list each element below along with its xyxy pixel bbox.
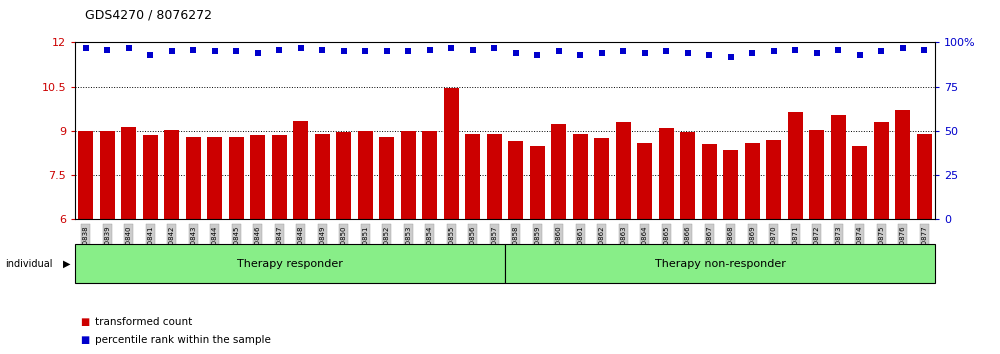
Point bbox=[508, 50, 524, 56]
Bar bbox=[250, 136, 265, 219]
Bar bbox=[164, 130, 179, 219]
Point bbox=[787, 47, 803, 52]
Point bbox=[895, 45, 911, 51]
Bar bbox=[551, 124, 566, 219]
Bar bbox=[358, 131, 373, 219]
Bar bbox=[895, 110, 910, 219]
Point bbox=[615, 48, 631, 54]
Bar bbox=[293, 121, 308, 219]
Point bbox=[809, 50, 825, 56]
Bar bbox=[831, 115, 846, 219]
Bar bbox=[594, 138, 609, 219]
Text: ▶: ▶ bbox=[62, 259, 70, 269]
Point bbox=[228, 48, 244, 54]
Point bbox=[701, 52, 717, 58]
Bar bbox=[702, 144, 717, 219]
Point bbox=[465, 47, 481, 52]
Bar bbox=[121, 127, 136, 219]
Point bbox=[486, 45, 502, 51]
Bar bbox=[100, 131, 115, 219]
Text: ■: ■ bbox=[80, 317, 89, 327]
Text: percentile rank within the sample: percentile rank within the sample bbox=[95, 335, 271, 345]
Point bbox=[207, 48, 223, 54]
Bar bbox=[422, 131, 437, 219]
Point bbox=[293, 45, 309, 51]
Text: individual: individual bbox=[5, 259, 52, 269]
Bar bbox=[766, 140, 781, 219]
Point bbox=[680, 50, 696, 56]
Bar bbox=[508, 141, 523, 219]
Bar bbox=[143, 136, 158, 219]
Point bbox=[271, 47, 287, 52]
Text: ■: ■ bbox=[80, 335, 89, 345]
Bar bbox=[745, 143, 760, 219]
Bar bbox=[616, 122, 631, 219]
Bar bbox=[379, 137, 394, 219]
Bar bbox=[444, 88, 459, 219]
Bar bbox=[917, 134, 932, 219]
Bar bbox=[874, 122, 889, 219]
FancyBboxPatch shape bbox=[505, 244, 935, 283]
Point bbox=[185, 47, 201, 52]
Point bbox=[379, 48, 395, 54]
Point bbox=[357, 48, 373, 54]
Bar bbox=[573, 134, 588, 219]
Point bbox=[594, 50, 610, 56]
Point bbox=[336, 48, 352, 54]
Bar bbox=[229, 137, 244, 219]
Point bbox=[314, 47, 330, 52]
Text: GDS4270 / 8076272: GDS4270 / 8076272 bbox=[85, 8, 212, 21]
Point bbox=[99, 47, 115, 52]
Point bbox=[637, 50, 653, 56]
Point bbox=[766, 48, 782, 54]
Point bbox=[142, 52, 158, 58]
Point bbox=[443, 45, 459, 51]
Bar bbox=[315, 134, 330, 219]
Bar bbox=[78, 131, 93, 219]
Bar bbox=[465, 134, 480, 219]
FancyBboxPatch shape bbox=[75, 244, 505, 283]
Bar bbox=[207, 137, 222, 219]
Point bbox=[830, 47, 846, 52]
Point bbox=[658, 48, 674, 54]
Bar bbox=[809, 130, 824, 219]
Point bbox=[422, 47, 438, 52]
Bar bbox=[659, 128, 674, 219]
Point bbox=[873, 48, 889, 54]
Bar bbox=[530, 146, 545, 219]
Bar bbox=[723, 150, 738, 219]
Text: Therapy responder: Therapy responder bbox=[237, 259, 343, 269]
Bar bbox=[186, 137, 201, 219]
Point bbox=[164, 48, 180, 54]
Point bbox=[400, 48, 416, 54]
Text: Therapy non-responder: Therapy non-responder bbox=[655, 259, 785, 269]
Bar bbox=[336, 132, 351, 219]
Point bbox=[916, 47, 932, 52]
Bar bbox=[272, 136, 287, 219]
Point bbox=[551, 48, 567, 54]
Point bbox=[723, 54, 739, 59]
Bar bbox=[788, 112, 803, 219]
Point bbox=[852, 52, 868, 58]
Text: transformed count: transformed count bbox=[95, 317, 192, 327]
Bar bbox=[680, 132, 695, 219]
Bar bbox=[637, 143, 652, 219]
Bar bbox=[401, 131, 416, 219]
Point bbox=[121, 45, 137, 51]
Point bbox=[78, 45, 94, 51]
Point bbox=[744, 50, 760, 56]
Point bbox=[529, 52, 545, 58]
Point bbox=[250, 50, 266, 56]
Point bbox=[572, 52, 588, 58]
Bar bbox=[487, 134, 502, 219]
Bar bbox=[852, 146, 867, 219]
